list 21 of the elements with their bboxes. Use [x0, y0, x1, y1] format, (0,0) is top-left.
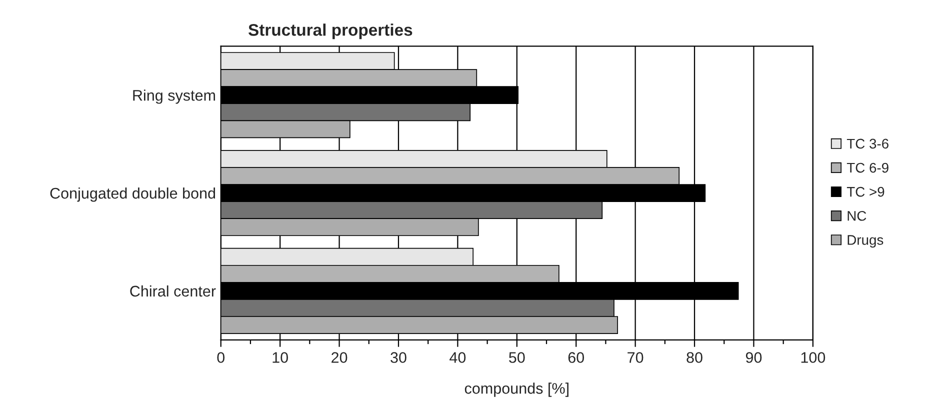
legend-label: TC 3-6 [846, 138, 888, 149]
y-tick-label: Conjugated double bond [50, 187, 216, 202]
legend-label: Drugs [848, 235, 884, 248]
x-tick-label: 100 [801, 352, 826, 363]
legend-label: TC 6-9 [846, 162, 888, 173]
x-axis-title: compounds [%] [464, 382, 568, 397]
x-tick-label: 10 [272, 352, 288, 363]
x-tick-label: 90 [746, 352, 762, 363]
y-tick-label: Chiral center [130, 285, 216, 297]
x-tick-label: 20 [332, 352, 348, 363]
legend-label: TC >9 [846, 186, 884, 197]
x-tick-label: 40 [450, 352, 466, 363]
chart-title: Structural properties [248, 24, 412, 40]
x-tick-label: 70 [628, 352, 644, 363]
x-tick-label: 50 [509, 352, 525, 363]
y-tick-label: Ring system [133, 90, 215, 104]
x-tick-label: 0 [217, 352, 225, 363]
x-tick-label: 60 [568, 352, 584, 363]
x-tick-label: 80 [686, 352, 702, 363]
x-tick-label: 30 [390, 352, 406, 363]
legend-label: NC [848, 210, 866, 221]
